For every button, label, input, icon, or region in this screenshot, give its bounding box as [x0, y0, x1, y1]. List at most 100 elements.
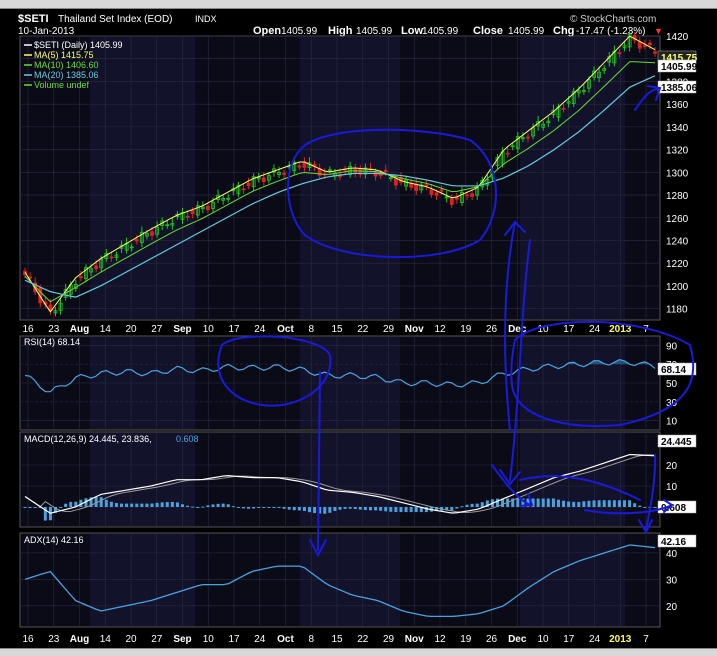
annotation-arrow-macd-left [491, 464, 534, 507]
candle-body [89, 268, 93, 273]
macd-hist-bar [592, 500, 596, 507]
macd-hist-bar [226, 504, 230, 507]
macd-hist-bar [343, 507, 347, 509]
rsi-line [24, 358, 656, 393]
ohlc-label: Open [253, 25, 281, 37]
month-shade [90, 37, 195, 319]
x-tick-label: 26 [486, 634, 498, 645]
candle-body [216, 194, 220, 200]
candle-body [145, 233, 149, 237]
candle-body [597, 71, 602, 79]
candle-body [292, 161, 297, 172]
tag-macd-hist: 0.608 [661, 503, 686, 514]
macd-hist-bar [607, 500, 611, 507]
x-tick-label: 17 [228, 324, 240, 335]
macd-hist-bar [409, 507, 413, 513]
x-tick-label: Sep [173, 324, 191, 335]
annotation-circle-price [287, 128, 497, 259]
month-shade [90, 534, 195, 626]
annotation-circle-rsi-dec [510, 320, 695, 427]
macd-tick-label: 20 [666, 461, 678, 472]
x-tick-label: Aug [70, 634, 89, 645]
annotation-arrow-macd-right [584, 499, 674, 515]
candle-body [541, 123, 546, 128]
rsi-tick-label: 50 [666, 379, 678, 390]
candle-body [515, 136, 520, 149]
candle-body [378, 174, 383, 176]
macd-hist-bar [69, 501, 73, 507]
macd-hist-bar [120, 503, 124, 507]
macd-hist-bar [206, 505, 210, 507]
macd-hist-bar [79, 499, 83, 507]
candle-body [454, 197, 459, 200]
macd-hist-bar [231, 506, 235, 508]
macd-hist-bar [140, 503, 144, 507]
symbol: $SETI [18, 13, 49, 25]
adx-label: ADX(14) 42.16 [24, 535, 84, 545]
x-tick-label: Nov [405, 324, 424, 335]
candle-body [185, 215, 190, 218]
candle-body [58, 302, 63, 311]
y-tick-label: 1320 [666, 146, 689, 157]
macd-hist-bar [653, 507, 657, 509]
chg-value: -17.47 (-1.23%) [576, 26, 645, 37]
macd-hist-bar [485, 500, 489, 507]
ohlc-value: 1405.99 [356, 26, 393, 37]
macd-hist-bar [170, 501, 174, 507]
macd-hist-bar [399, 507, 403, 513]
candle-body [261, 177, 266, 182]
macd-hist-bar [602, 500, 606, 507]
annotation-stroke-macd [519, 475, 641, 501]
candle-body [637, 41, 642, 49]
candle-body [460, 191, 464, 203]
x-tick-label: 8 [308, 634, 314, 645]
x-tick-label: 7 [643, 324, 649, 335]
macd-hist-bar [435, 507, 439, 512]
macd-hist-bar [414, 507, 418, 513]
candle-body [200, 206, 205, 210]
candle-body [150, 231, 154, 236]
x-tick-label: 8 [308, 324, 314, 335]
legend-entry: Volume undef [34, 80, 90, 90]
chg-label: Chg [553, 25, 574, 37]
candle-body [617, 52, 622, 55]
candle-body [160, 220, 165, 226]
macd-label: MACD(12,26,9) 24.445, 23.836, [24, 434, 152, 444]
rsi-label: RSI(14) 68.14 [24, 337, 80, 347]
macd-hist-bar [531, 498, 535, 507]
exchange: INDX [195, 14, 217, 24]
macd-hist-bar [89, 497, 93, 507]
x-tick-label: 2013 [609, 324, 632, 335]
candle-body [139, 231, 144, 244]
candle-body [282, 172, 287, 175]
x-tick-label: 24 [589, 634, 601, 645]
candle-body [642, 45, 647, 47]
macd-hist-bar [59, 507, 63, 508]
tag-close: 1405.99 [661, 62, 698, 73]
adx-tick-label: 40 [666, 549, 678, 560]
macd-hist-bar [308, 507, 312, 513]
macd-hist-bar [374, 507, 378, 511]
candle-body [165, 224, 170, 227]
y-tick-label: 1180 [666, 305, 688, 316]
x-tick-label: Oct [277, 324, 294, 335]
macd-hist-bar [109, 501, 113, 507]
index-name: Thailand Set Index (EOD) [58, 14, 173, 25]
month-shade [300, 534, 400, 626]
macd-hist-bar [43, 507, 47, 521]
x-tick-label: 22 [357, 324, 369, 335]
macd-hist-bar [201, 506, 205, 508]
candle-body [653, 51, 657, 54]
candle-body [211, 201, 215, 209]
x-tick-label: 20 [125, 634, 137, 645]
macd-hist-bar [389, 507, 393, 512]
candle-body [383, 169, 388, 172]
candle-body [571, 90, 576, 104]
x-tick-label: Dec [508, 324, 527, 335]
candle-body [429, 189, 434, 195]
macd-hist-bar [252, 507, 256, 509]
macd-hist-bar [521, 498, 525, 507]
x-tick-label: 12 [434, 324, 446, 335]
macd-hist-bar [241, 507, 245, 509]
